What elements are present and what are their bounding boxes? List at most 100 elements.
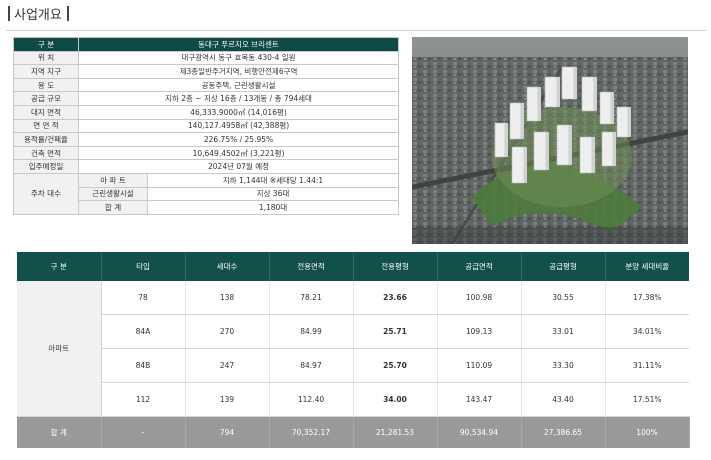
aerial-rendering-image bbox=[412, 37, 688, 244]
parking-sub-label: 합 계 bbox=[78, 200, 148, 215]
table-row: 112 139 112.40 34.00 143.47 43.40 17.51% bbox=[17, 382, 689, 417]
overview-row: 입주예정일 2024년 07월 예정 bbox=[13, 159, 399, 174]
title-bar-right bbox=[66, 6, 69, 21]
overview-row: 용적률/건폐율 226.75% / 25.95% bbox=[13, 132, 399, 147]
overview-value: 제3종일반주거지역, 비행안전제6구역 bbox=[78, 64, 399, 79]
table-row: 84A 270 84.99 25.71 109.13 33.01 34.01% bbox=[17, 314, 689, 349]
table-cell: 138 bbox=[185, 281, 270, 315]
overview-value: 46,333.9000㎡ (14,016평) bbox=[78, 104, 399, 120]
title-bar-left bbox=[8, 6, 10, 21]
table-cell: 84A bbox=[101, 314, 186, 349]
page-title-text: 사업개요 bbox=[14, 8, 62, 23]
column-header: 타입 bbox=[101, 252, 186, 281]
overview-value: 226.75% / 25.95% bbox=[78, 132, 399, 147]
table-cell: 100.98 bbox=[437, 281, 522, 315]
table-cell: 143.47 bbox=[437, 382, 522, 417]
overview-label: 건축 면적 bbox=[13, 145, 79, 161]
overview-label: 용적률/건폐율 bbox=[13, 132, 79, 147]
overview-value: 10,649.4502㎡ (3,221평) bbox=[78, 145, 399, 161]
overview-value: 지하 2층 ~ 지상 16층 / 13개동 / 총 794세대 bbox=[78, 91, 399, 106]
overview-value: 공동주택, 근린생활시설 bbox=[78, 77, 399, 93]
overview-label: 입주예정일 bbox=[13, 159, 79, 174]
table-cell: 17.51% bbox=[605, 382, 689, 417]
table-cell: 112 bbox=[101, 382, 186, 417]
table-cell: 109.13 bbox=[437, 314, 522, 349]
overview-value: 140,127.4958㎡ (42,388평) bbox=[78, 118, 399, 134]
table-cell: 34.00 bbox=[353, 382, 438, 417]
table-row: 84B 247 84.97 25.70 110.09 33.30 31.11% bbox=[17, 348, 689, 383]
table-cell: 33.30 bbox=[521, 348, 606, 383]
table-cell: 247 bbox=[185, 348, 270, 383]
overview-label: 대지 면적 bbox=[13, 104, 79, 120]
column-header: 구 분 bbox=[17, 252, 102, 281]
table-cell: 34.01% bbox=[605, 314, 689, 349]
table-cell: 31.11% bbox=[605, 348, 689, 383]
overview-label: 위 치 bbox=[13, 50, 79, 66]
overview-label: 지역 지구 bbox=[13, 64, 79, 79]
table-cell: 84B bbox=[101, 348, 186, 383]
column-header: 공급평형 bbox=[521, 252, 606, 281]
parking-row: 근린생활시설 지상 36대 bbox=[14, 186, 399, 202]
table-cell: 17.38% bbox=[605, 281, 689, 315]
total-cell: - bbox=[101, 416, 186, 448]
table-cell: 110.09 bbox=[437, 348, 522, 383]
parking-sub-label: 아 파 트 bbox=[78, 172, 148, 188]
total-cell: 70,352.17 bbox=[269, 416, 354, 448]
total-cell: 794 bbox=[185, 416, 270, 448]
overview-value: 대구광역시 동구 효목동 430-4 일원 bbox=[78, 50, 399, 66]
overview-header-label: 구 분 bbox=[13, 37, 79, 52]
table-cell: 30.55 bbox=[521, 281, 606, 315]
overview-row: 대지 면적 46,333.9000㎡ (14,016평) bbox=[13, 104, 399, 120]
overview-table: 구 분 동대구 푸르지오 브리센트 위 치 대구광역시 동구 효목동 430-4 … bbox=[13, 37, 399, 215]
table-cell: 270 bbox=[185, 314, 270, 349]
table-cell: 78 bbox=[101, 281, 186, 315]
aerial-rendering-graphic bbox=[412, 37, 688, 244]
column-header: 공급면적 bbox=[437, 252, 522, 281]
table-cell: 23.66 bbox=[353, 281, 438, 315]
total-cell: 27,386.65 bbox=[521, 416, 606, 448]
title-divider bbox=[6, 30, 706, 31]
column-header: 분양 세대비율 bbox=[605, 252, 689, 281]
table-cell: 112.40 bbox=[269, 382, 354, 417]
parking-row: 합 계 1,180대 bbox=[14, 200, 399, 215]
table-cell: 84.97 bbox=[269, 348, 354, 383]
table-cell: 43.40 bbox=[521, 382, 606, 417]
units-header-row: 구 분 타입 세대수 전용면적 전용평형 공급면적 공급평형 분양 세대비율 bbox=[17, 252, 689, 281]
overview-label: 연 면 적 bbox=[13, 118, 79, 134]
group-label: 아파트 bbox=[17, 281, 102, 417]
table-cell: 78.21 bbox=[269, 281, 354, 315]
total-cell: 21,281.53 bbox=[353, 416, 438, 448]
parking-label: 주차 대수 bbox=[13, 172, 79, 215]
parking-value: 1,180대 bbox=[147, 200, 399, 215]
overview-row: 용 도 공동주택, 근린생활시설 bbox=[13, 77, 399, 93]
table-cell: 84.99 bbox=[269, 314, 354, 349]
column-header: 세대수 bbox=[185, 252, 270, 281]
overview-row: 연 면 적 140,127.4958㎡ (42,388평) bbox=[13, 118, 399, 134]
overview-row: 위 치 대구광역시 동구 효목동 430-4 일원 bbox=[13, 50, 399, 66]
overview-header-value: 동대구 푸르지오 브리센트 bbox=[78, 37, 399, 52]
page-title: 사업개요 bbox=[8, 6, 69, 26]
overview-row: 건축 면적 10,649.4502㎡ (3,221평) bbox=[13, 145, 399, 161]
parking-row: 주차 대수 아 파 트 지하 1,144대 ※세대당 1.44:1 bbox=[13, 172, 399, 215]
overview-label: 공급 규모 bbox=[13, 91, 79, 106]
total-cell: 합 계 bbox=[17, 416, 102, 448]
total-row: 합 계 - 794 70,352.17 21,281.53 90,534.94 … bbox=[17, 416, 690, 448]
overview-value: 2024년 07월 예정 bbox=[78, 159, 399, 174]
parking-sub-label: 근린생활시설 bbox=[78, 186, 148, 202]
total-cell: 90,534.94 bbox=[437, 416, 522, 448]
overview-row: 공급 규모 지하 2층 ~ 지상 16층 / 13개동 / 총 794세대 bbox=[13, 91, 399, 106]
overview-label: 용 도 bbox=[13, 77, 79, 93]
table-cell: 25.71 bbox=[353, 314, 438, 349]
overview-row: 지역 지구 제3종일반주거지역, 비행안전제6구역 bbox=[13, 64, 399, 79]
table-cell: 33.01 bbox=[521, 314, 606, 349]
column-header: 전용면적 bbox=[269, 252, 354, 281]
table-cell: 139 bbox=[185, 382, 270, 417]
overview-header-row: 구 분 동대구 푸르지오 브리센트 bbox=[13, 37, 399, 52]
column-header: 전용평형 bbox=[353, 252, 438, 281]
table-cell: 25.70 bbox=[353, 348, 438, 383]
parking-value: 지하 1,144대 ※세대당 1.44:1 bbox=[147, 172, 399, 188]
total-cell: 100% bbox=[605, 416, 690, 448]
parking-value: 지상 36대 bbox=[147, 186, 399, 202]
unit-summary-table: 구 분 타입 세대수 전용면적 전용평형 공급면적 공급평형 분양 세대비율 아… bbox=[17, 252, 690, 448]
table-row: 아파트 78 138 78.21 23.66 100.98 30.55 17.3… bbox=[17, 281, 689, 417]
